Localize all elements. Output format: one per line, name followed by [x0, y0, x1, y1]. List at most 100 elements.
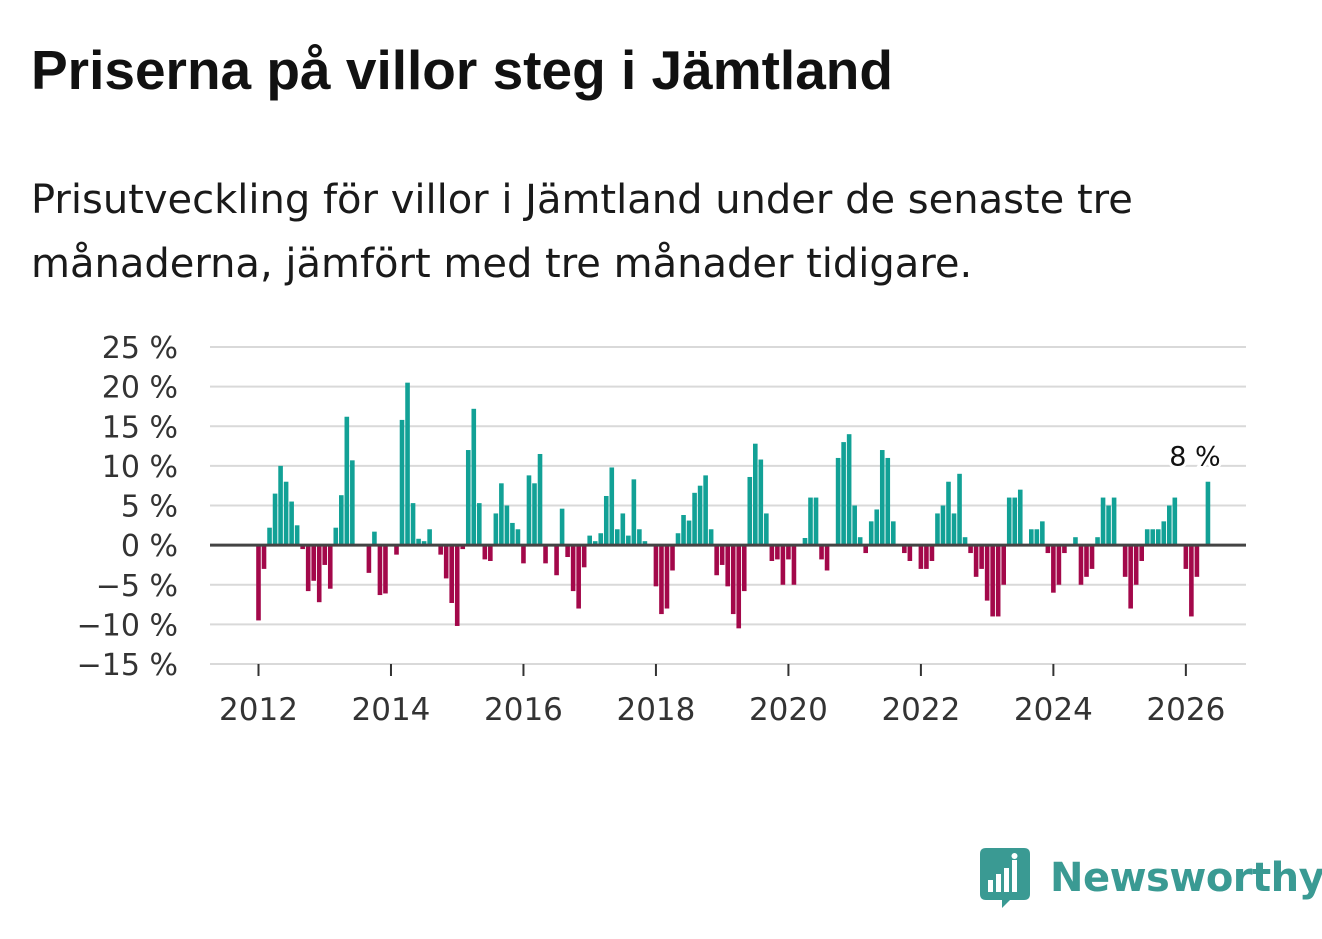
bar	[962, 537, 968, 546]
x-tick-label: 2018	[616, 692, 695, 728]
bar	[758, 459, 764, 546]
bar	[852, 505, 857, 546]
bar	[714, 545, 719, 576]
y-tick-label: 20 %	[102, 371, 178, 406]
y-tick-label: −15 %	[77, 648, 178, 683]
bar	[1205, 481, 1211, 546]
bar	[808, 497, 813, 546]
bar	[1139, 545, 1144, 561]
bar	[300, 545, 305, 550]
gridlines	[210, 346, 1246, 665]
bar	[924, 545, 929, 569]
bar	[1111, 497, 1117, 546]
bar	[1155, 529, 1161, 546]
bar	[543, 545, 548, 564]
bar	[322, 545, 328, 565]
bar	[846, 434, 852, 546]
bar	[1133, 545, 1139, 585]
bar	[891, 521, 896, 546]
bar	[995, 545, 1001, 617]
bar	[1128, 545, 1133, 609]
x-tick-label: 2014	[352, 692, 431, 728]
bar	[272, 493, 278, 546]
bar	[918, 545, 924, 569]
bar	[1167, 505, 1172, 546]
bar	[1056, 545, 1062, 585]
bar	[868, 521, 874, 546]
bar	[1017, 489, 1023, 546]
bar	[377, 545, 383, 596]
bar	[372, 531, 377, 546]
bar	[990, 545, 995, 617]
bar	[659, 545, 664, 615]
bar	[537, 453, 543, 546]
bar	[841, 442, 846, 546]
bar	[697, 485, 703, 546]
bar	[631, 479, 637, 546]
bar	[725, 545, 730, 587]
bar	[1106, 505, 1111, 546]
bar	[460, 545, 466, 550]
bar	[421, 541, 427, 546]
bar	[1012, 497, 1018, 546]
newsworthy-logo[interactable]: Newsworthy	[980, 848, 1322, 908]
bar	[703, 475, 708, 546]
bar	[1122, 545, 1128, 577]
bar	[929, 545, 935, 561]
bar	[515, 529, 521, 546]
bar	[289, 501, 294, 546]
bar	[973, 545, 979, 577]
bar	[383, 545, 388, 594]
bar	[835, 457, 841, 546]
bar	[504, 505, 510, 546]
bar	[813, 497, 819, 546]
bar	[1051, 545, 1056, 593]
x-tick-label: 2024	[1014, 692, 1093, 728]
bar	[554, 545, 559, 576]
bar	[1078, 545, 1084, 585]
bar	[670, 545, 675, 571]
bar	[940, 505, 946, 546]
x-tick-label: 2026	[1146, 692, 1225, 728]
bar	[1095, 537, 1100, 546]
bar	[984, 545, 990, 601]
bar	[449, 545, 454, 603]
bar	[708, 529, 714, 546]
bar	[802, 537, 808, 546]
y-tick-label: 25 %	[102, 331, 178, 366]
bar	[438, 545, 443, 555]
bar	[394, 545, 399, 555]
bar	[681, 515, 686, 546]
axes: 25 % 20 % 15 % 10 % 5 % 0 % −5 % −10 % −15 % 2012…	[77, 331, 1246, 728]
bar	[592, 541, 598, 546]
bar	[305, 545, 311, 592]
value-annotation: 8 %	[1169, 442, 1220, 473]
bar	[719, 545, 725, 565]
bar	[256, 545, 261, 621]
brand-name: Newsworthy	[1050, 855, 1322, 901]
bar	[1006, 497, 1012, 546]
bar	[1062, 545, 1067, 554]
bar	[730, 545, 736, 615]
bar	[294, 525, 300, 546]
bar	[565, 545, 570, 558]
bar	[675, 533, 681, 546]
bar	[979, 545, 984, 569]
bar	[327, 545, 333, 589]
bars	[256, 382, 1211, 629]
bar	[615, 529, 620, 546]
bar	[510, 522, 515, 546]
bar	[587, 535, 592, 546]
bar-chart-logo-icon	[980, 848, 1030, 908]
y-tick-label: 5 %	[121, 490, 178, 525]
bar	[427, 529, 432, 546]
bar	[493, 513, 499, 546]
x-tick-label: 2022	[881, 692, 960, 728]
bar	[764, 513, 769, 546]
y-tick-label: 15 %	[102, 410, 178, 445]
bar	[753, 443, 758, 546]
bar	[791, 545, 797, 585]
bar	[581, 545, 587, 568]
bar	[261, 545, 267, 569]
bar	[1045, 545, 1051, 554]
